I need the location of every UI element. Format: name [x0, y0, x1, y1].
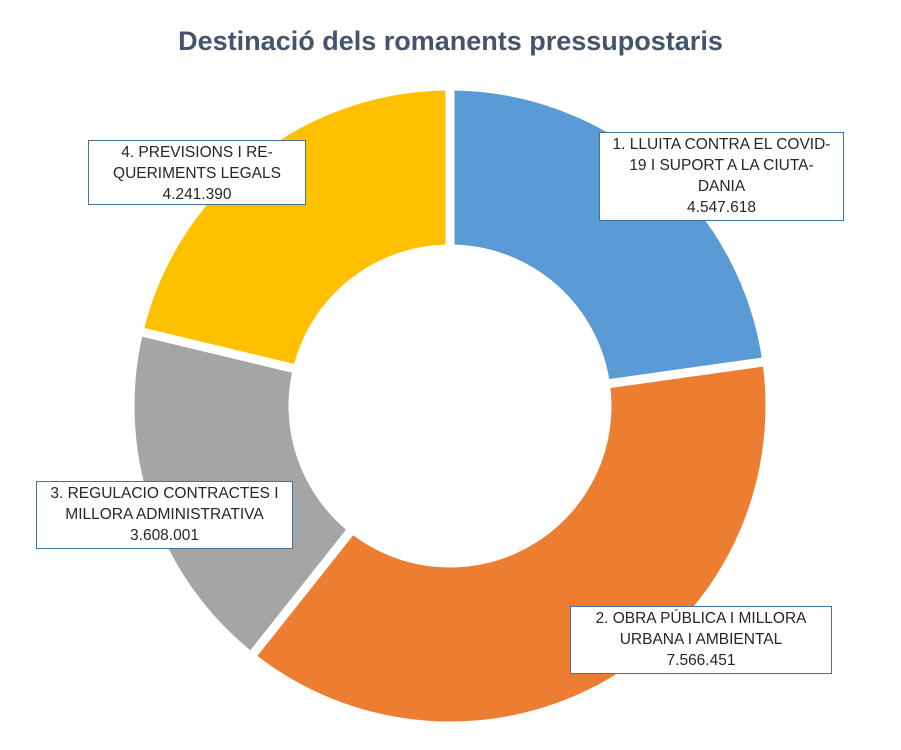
data-label-text: 4. PREVISIONS I RE- — [121, 144, 273, 161]
data-label-text: 3. REGULACIO CONTRACTES I — [50, 485, 279, 502]
data-label-covid[interactable]: 1. LLUITA CONTRA EL COVID- 19 I SUPORT A… — [599, 132, 844, 221]
data-label-value: 4.241.390 — [162, 186, 232, 203]
data-label-regulacio[interactable]: 3. REGULACIO CONTRACTES I MILLORA ADMINI… — [36, 481, 293, 549]
data-label-text: URBANA I AMBIENTAL — [619, 631, 783, 648]
data-label-text: 1. LLUITA CONTRA EL COVID- — [612, 136, 831, 153]
data-label-text: MILLORA ADMINISTRATIVA — [65, 506, 264, 523]
data-label-text: 19 I SUPORT A LA CIUTA- — [629, 157, 814, 174]
data-label-value: 4.547.618 — [687, 199, 756, 216]
data-label-value: 3.608.001 — [130, 527, 199, 544]
data-label-obra-publica[interactable]: 2. OBRA PÚBLICA I MILLORA URBANA I AMBIE… — [570, 606, 832, 674]
data-label-value: 7.566.451 — [666, 652, 736, 669]
data-label-text: DANIA — [697, 178, 746, 195]
data-label-previsions[interactable]: 4. PREVISIONS I RE- QUERIMENTS LEGALS 4.… — [88, 140, 306, 205]
donut-slice-1[interactable] — [445, 81, 772, 390]
donut-slice-4[interactable] — [133, 81, 455, 375]
data-label-text: 2. OBRA PÚBLICA I MILLORA — [595, 610, 807, 627]
data-label-text: QUERIMENTS LEGALS — [113, 165, 281, 182]
chart-title: Destinació dels romanents pressupostaris — [178, 26, 723, 56]
